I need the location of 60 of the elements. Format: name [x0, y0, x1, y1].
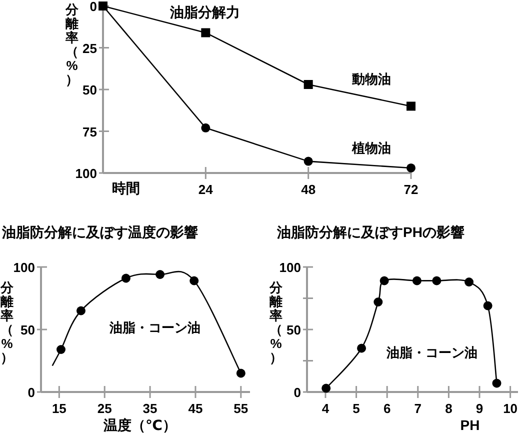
x-tick-label: 9	[476, 401, 484, 416]
x-axis-title: 温度（℃）	[102, 417, 176, 433]
point	[432, 276, 442, 286]
x-tick-label: 72	[404, 182, 418, 197]
series-label: 植物油	[351, 140, 392, 156]
point	[412, 276, 422, 286]
x-tick-label: 35	[142, 401, 158, 416]
x-tick-label: 48	[301, 182, 316, 197]
y-tick-label: 100	[279, 260, 301, 275]
chart-title: 油脂分解力	[169, 4, 240, 20]
x-axis-title: PH	[460, 417, 480, 433]
point	[121, 274, 130, 283]
point	[464, 278, 474, 286]
chart-title: 油脂防分解に及ぼす温度の影響	[1, 224, 198, 240]
x-tick-label: 45	[188, 401, 203, 416]
y-tick-label: 0	[294, 385, 301, 400]
x-tick-label: 25	[97, 401, 112, 416]
x-tick-label: 8	[445, 401, 452, 416]
point	[322, 384, 331, 393]
point	[76, 306, 86, 316]
x-tick-label: 7	[414, 401, 422, 416]
annotation: 油脂・コーン油	[386, 345, 478, 360]
x-tick-label: 6	[383, 401, 391, 416]
point	[406, 163, 416, 172]
x-tick-label: 10	[503, 401, 518, 416]
point	[236, 368, 246, 378]
point	[492, 378, 502, 388]
x-axis-title: 時間	[112, 180, 140, 196]
x-tick-label: 55	[234, 401, 248, 416]
y-tick-label: 50	[82, 82, 97, 98]
point	[201, 28, 210, 38]
point	[190, 276, 199, 286]
y-tick-label: 25	[82, 40, 97, 56]
annotation: 油脂・コーン油	[108, 320, 200, 335]
x-tick-label: 15	[52, 401, 66, 416]
point	[357, 344, 366, 353]
point	[483, 301, 492, 310]
series-label: 動物油	[351, 71, 392, 86]
y-axis-title: 分離率（%）	[64, 2, 80, 87]
y-tick-label: 100	[75, 166, 97, 181]
point	[201, 123, 210, 132]
y-axis-title: 分離率（%）	[268, 280, 284, 365]
point	[406, 102, 416, 111]
point	[304, 156, 313, 166]
y-tick-label: 50	[286, 322, 301, 338]
x-tick-label: 5	[352, 401, 360, 416]
y-tick-label: 100	[13, 260, 35, 275]
y-axis-title: 分離率（%）	[0, 280, 14, 365]
x-tick-label: 24	[198, 182, 214, 197]
x-tick-label: 4	[322, 401, 330, 416]
y-tick-label: 0	[90, 0, 97, 14]
y-tick-label: 50	[20, 322, 35, 338]
point	[56, 345, 66, 354]
chart-title: 油脂防分解に及ぼすPHの影響	[276, 224, 464, 240]
point	[156, 270, 165, 279]
point	[380, 276, 389, 286]
point	[304, 80, 313, 89]
point	[374, 298, 383, 306]
y-tick-label: 75	[82, 124, 97, 140]
y-tick-label: 0	[28, 385, 35, 400]
